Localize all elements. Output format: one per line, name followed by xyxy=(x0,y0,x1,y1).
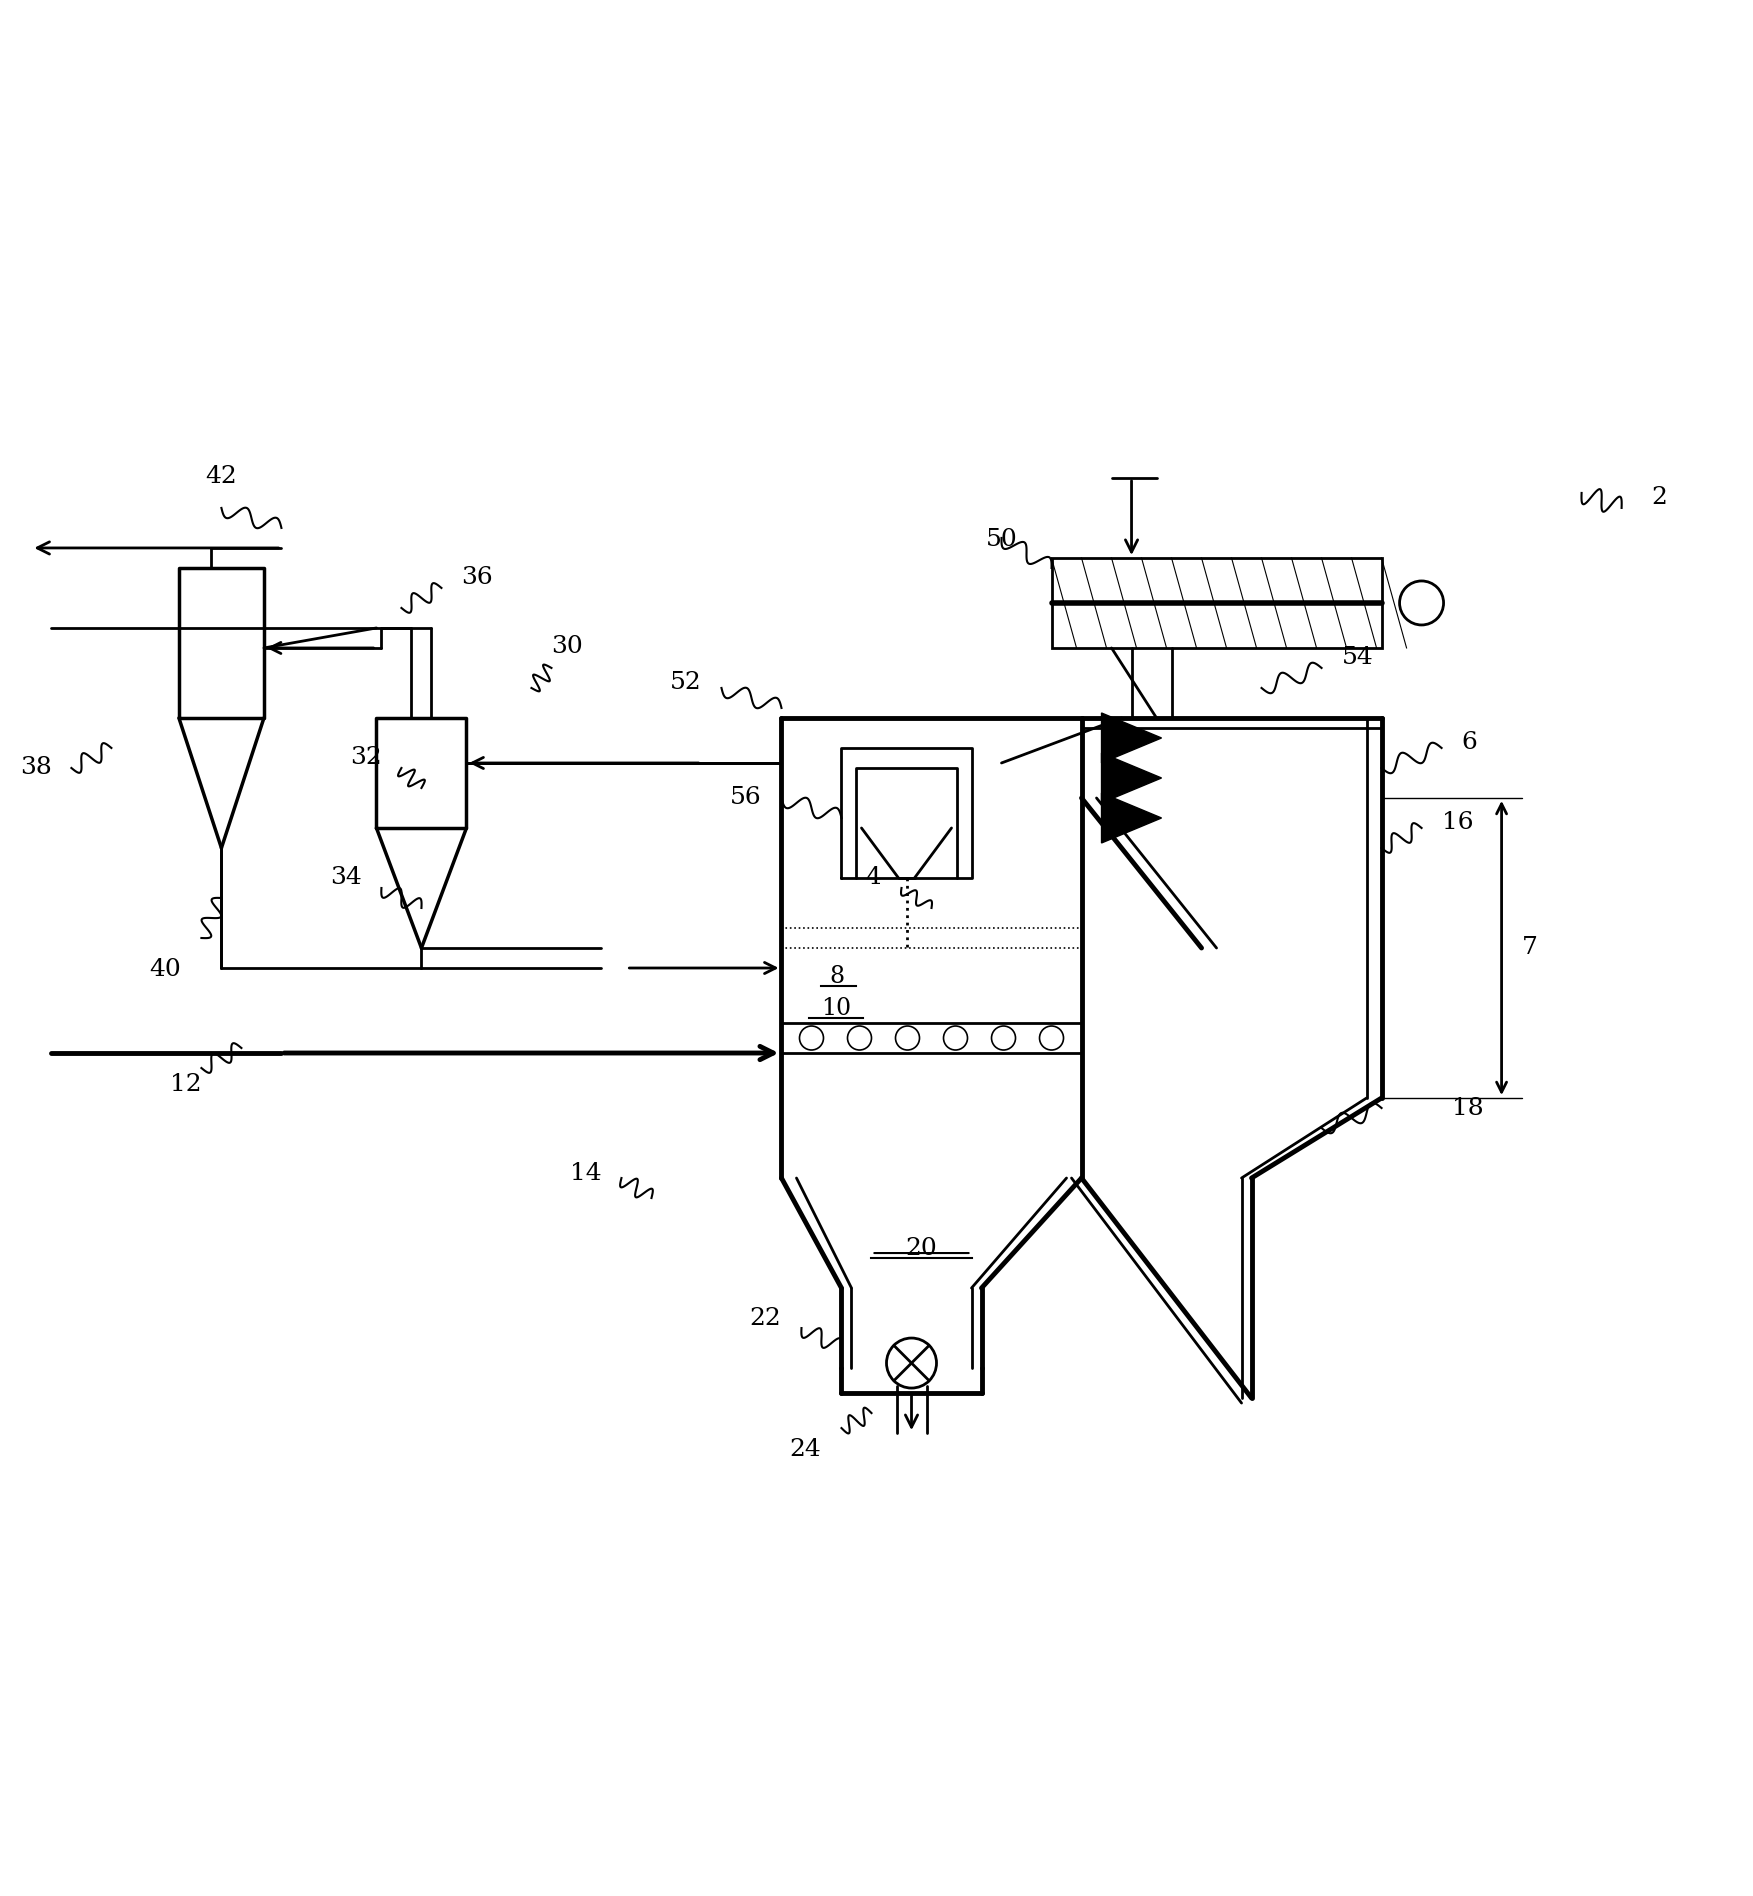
Text: 7: 7 xyxy=(1522,937,1537,959)
Text: 34: 34 xyxy=(330,866,361,889)
Text: 32: 32 xyxy=(349,747,382,770)
Text: 2: 2 xyxy=(1651,487,1667,510)
Text: 16: 16 xyxy=(1441,811,1473,834)
Text: 30: 30 xyxy=(552,635,584,658)
Polygon shape xyxy=(1101,753,1162,804)
Text: 10: 10 xyxy=(822,997,852,1020)
Text: 4: 4 xyxy=(866,866,882,889)
Text: 20: 20 xyxy=(906,1236,938,1259)
Bar xyxy=(782,1024,1082,1052)
Text: 38: 38 xyxy=(19,757,51,779)
Text: 50: 50 xyxy=(985,527,1017,552)
Text: 40: 40 xyxy=(149,957,181,980)
Text: 54: 54 xyxy=(1341,647,1373,669)
Text: 18: 18 xyxy=(1451,1096,1483,1119)
Text: 52: 52 xyxy=(670,671,701,694)
Text: 12: 12 xyxy=(170,1073,202,1096)
Text: 8: 8 xyxy=(829,965,843,988)
Text: 22: 22 xyxy=(750,1306,782,1329)
Text: 24: 24 xyxy=(791,1437,822,1462)
Text: 6: 6 xyxy=(1462,732,1478,755)
Text: 42: 42 xyxy=(205,465,237,487)
Polygon shape xyxy=(1101,793,1162,844)
Bar xyxy=(1052,557,1381,648)
Text: 56: 56 xyxy=(729,787,761,810)
Polygon shape xyxy=(1101,713,1162,762)
Text: 36: 36 xyxy=(461,567,493,590)
Text: 14: 14 xyxy=(570,1162,601,1185)
